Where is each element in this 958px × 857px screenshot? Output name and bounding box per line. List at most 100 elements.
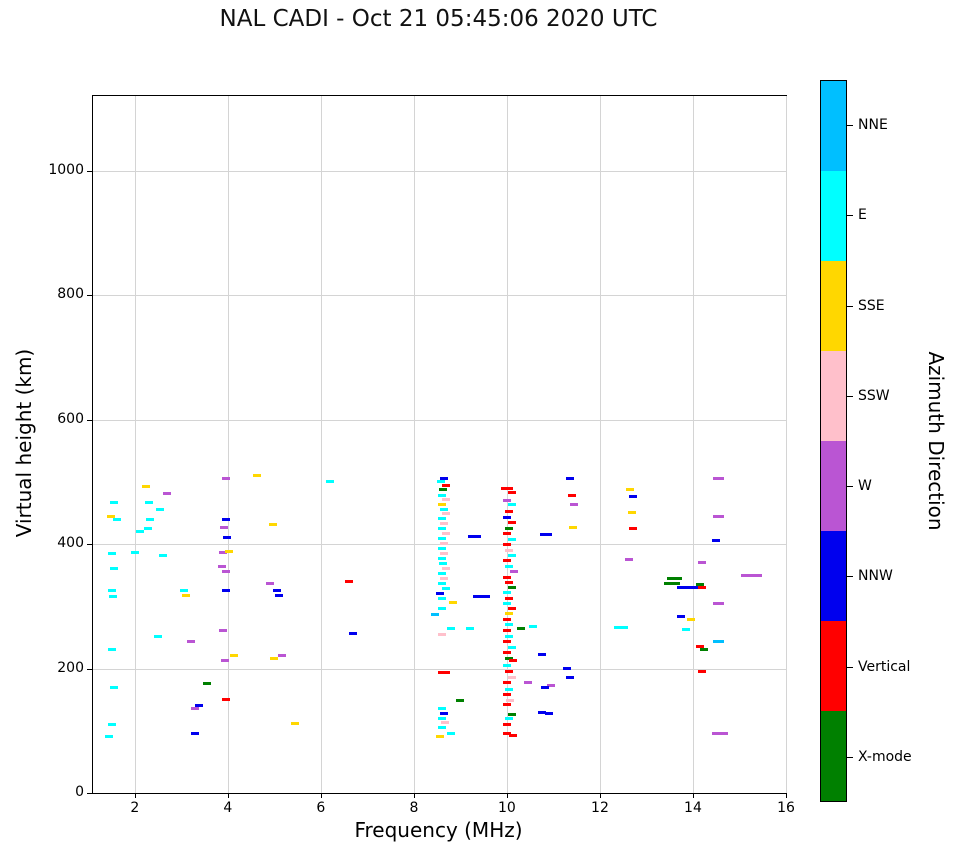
data-point: [109, 685, 118, 689]
y-tick-label: 400: [57, 535, 84, 552]
colorbar-tick-label: W: [858, 478, 872, 495]
data-point: [437, 581, 446, 585]
data-point: [505, 510, 514, 514]
colorbar-band-w: [821, 441, 846, 531]
data-point: [547, 684, 556, 688]
x-tick-label: 12: [591, 800, 609, 816]
data-point: [440, 477, 449, 481]
data-point: [505, 612, 514, 616]
data-point: [472, 595, 491, 599]
data-point: [505, 548, 514, 552]
data-point: [222, 535, 231, 539]
x-tick-label: 14: [684, 800, 702, 816]
data-point: [437, 606, 446, 610]
colorbar-tick: [847, 576, 853, 578]
gridline: [93, 544, 786, 546]
x-tick-label: 6: [316, 800, 326, 816]
y-tick: [87, 544, 93, 546]
gridline: [692, 96, 694, 793]
data-point: [275, 594, 284, 598]
data-point: [699, 648, 708, 652]
data-point: [505, 581, 514, 585]
data-point: [628, 495, 637, 499]
data-point: [437, 726, 446, 730]
data-point: [144, 501, 153, 505]
data-point: [507, 675, 516, 679]
x-tick-label: 2: [130, 800, 140, 816]
x-tick: [506, 793, 508, 798]
colorbar-band-ssw: [821, 351, 846, 441]
data-point: [219, 629, 228, 633]
data-point: [505, 699, 514, 703]
data-point: [528, 625, 537, 629]
colorbar-tick-label: SSE: [858, 297, 885, 314]
data-point: [502, 693, 511, 697]
y-tick-label: 0: [75, 784, 84, 800]
y-tick-label: 1000: [48, 161, 84, 178]
data-point: [502, 702, 511, 706]
data-point: [505, 716, 514, 720]
data-point: [509, 569, 518, 573]
data-point: [438, 487, 447, 491]
data-point: [740, 573, 762, 577]
data-point: [105, 735, 114, 739]
data-point: [436, 480, 445, 484]
data-point: [110, 567, 119, 571]
data-point: [344, 579, 353, 583]
data-point: [502, 651, 511, 655]
data-point: [435, 591, 444, 595]
data-point: [712, 639, 725, 643]
gridline: [599, 96, 601, 793]
data-point: [269, 522, 278, 526]
data-point: [437, 502, 446, 506]
data-point: [502, 499, 511, 502]
data-point: [544, 711, 553, 715]
data-point: [440, 541, 449, 545]
data-point: [507, 553, 516, 557]
data-point: [441, 531, 450, 535]
data-point: [505, 634, 514, 638]
data-point: [465, 626, 474, 630]
colorbar-tick-label: SSW: [858, 387, 890, 404]
data-point: [626, 488, 635, 492]
colorbar-band-sse: [821, 261, 846, 351]
data-point: [502, 575, 511, 579]
data-point: [467, 535, 481, 539]
x-axis-label: Frequency (MHz): [354, 818, 523, 842]
data-point: [537, 653, 546, 657]
y-axis-label: Virtual height (km): [12, 348, 36, 538]
data-point: [437, 536, 446, 540]
colorbar-tick: [847, 125, 853, 127]
data-point: [613, 625, 629, 629]
data-point: [441, 566, 450, 570]
data-point: [502, 640, 511, 644]
data-point: [435, 735, 444, 739]
data-point: [563, 667, 572, 671]
data-point: [442, 512, 451, 516]
x-tick-label: 4: [223, 800, 233, 816]
data-point: [712, 732, 721, 736]
data-point: [218, 564, 227, 568]
data-point: [624, 558, 633, 562]
data-point: [508, 734, 517, 738]
x-tick-label: 10: [498, 800, 516, 816]
gridline: [320, 96, 322, 793]
colorbar-tick-label: X-mode: [858, 748, 912, 765]
data-point: [146, 517, 155, 521]
data-point: [719, 732, 728, 736]
data-point: [505, 657, 514, 661]
data-point: [516, 626, 525, 630]
data-point: [502, 591, 511, 595]
data-point: [221, 588, 230, 592]
data-point: [502, 601, 511, 605]
y-tick-label: 800: [57, 286, 84, 303]
data-point: [712, 477, 725, 481]
data-point: [186, 640, 195, 644]
data-point: [179, 589, 188, 593]
data-point: [502, 515, 511, 519]
data-point: [291, 721, 300, 725]
data-point: [437, 571, 446, 575]
data-point: [677, 614, 686, 618]
data-point: [107, 723, 116, 727]
